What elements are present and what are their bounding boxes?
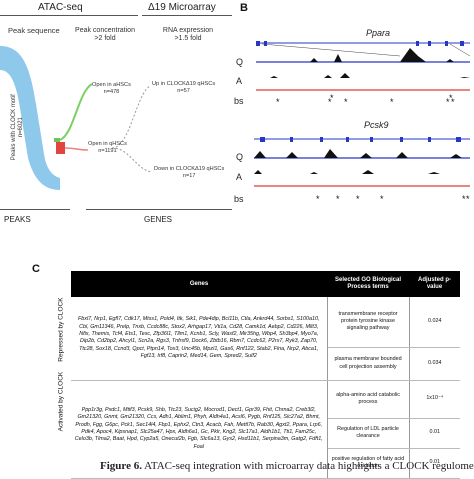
header-genes: Genes — [71, 271, 327, 297]
open-qhsc-branch — [64, 147, 89, 151]
ppara-track-bs-label: bs — [234, 96, 244, 106]
ppara-track-a-label: A — [236, 76, 243, 86]
p-value: 1x10⁻⁴ — [409, 380, 460, 419]
ahsc-node — [54, 138, 60, 142]
pcsk9-track-bs-label: bs — [234, 194, 244, 204]
peaks-footer-rule — [0, 209, 70, 210]
genes-footer-rule — [86, 209, 232, 210]
figure-caption: Figure 6. ATAC-seq integration with micr… — [100, 460, 474, 472]
figure-caption-text: ATAC-seq integration with microarray dat… — [144, 460, 474, 472]
table-row: Fbxl7, Nrp1, Egfl7, Cdk17, Mtss1, Pold4,… — [71, 297, 460, 381]
pcsk9-track-a-label: A — [236, 172, 243, 182]
header-go-terms: Selected GO Biological Process terms — [327, 271, 409, 297]
atac-header-rule — [0, 15, 138, 16]
repressed-group-label: Repressed by CLOCK — [57, 297, 65, 362]
microarray-header-rule — [142, 15, 232, 16]
repressed-gene-list: Fbxl7, Nrp1, Egfl7, Cdk17, Mtss1, Pold4,… — [71, 297, 328, 381]
ppara-track: * ** * * *** — [256, 41, 471, 107]
figure-number: Figure 6. — [100, 460, 142, 472]
ppara-bs-marks: * ** * * *** — [276, 93, 455, 107]
go-table: Genes Selected GO Biological Process ter… — [71, 271, 460, 479]
flow-diagram — [0, 46, 153, 190]
ppara-q-signal — [310, 48, 454, 62]
ppara-gene-name: Ppara — [366, 28, 391, 38]
go-table-header: Genes Selected GO Biological Process ter… — [71, 271, 460, 297]
p-value: 0.01 — [409, 418, 460, 449]
up-flow-dashed — [111, 85, 151, 149]
up-clock-label: Up in CLOCKΔ19 qHSCs n=57 — [152, 81, 216, 94]
open-ahsc-label: Open in aHSCs n=478 — [92, 82, 131, 95]
down-flow-dashed — [111, 147, 153, 173]
p-value: 0.024 — [409, 297, 460, 348]
pcsk9-gene-name: Pcsk9 — [364, 120, 389, 130]
rna-expression-col: RNA expression >1.5 fold — [162, 27, 214, 43]
table-row: Ppp1r3g, Pxdc1, Mtif3, Pcsk9, Shb, Ttc23… — [71, 380, 460, 479]
go-term: transmembrane receptor protein tyrosine … — [327, 297, 410, 348]
ppara-a-signal — [256, 73, 470, 78]
pcsk9-track-q-label: Q — [236, 152, 244, 162]
microarray-header: Δ19 Microarray — [148, 2, 216, 13]
atac-seq-header: ATAC-seq — [38, 2, 83, 13]
p-value: 0.01 — [409, 448, 460, 479]
ppara-track-q-label: Q — [236, 57, 244, 67]
pcsk9-a-signal — [254, 170, 440, 174]
peaks-count-label: Peaks with CLOCK motif n=6021 — [10, 94, 24, 161]
genes-footer: GENES — [144, 215, 173, 224]
qhsc-node — [56, 142, 65, 154]
activated-group-label: Activated by CLOCK — [57, 371, 65, 432]
table-row: positive regulation of fatty acid oxidat… — [71, 448, 460, 479]
down-clock-label: Down in CLOCKΔ19 qHSCs n=17 — [154, 166, 225, 179]
activated-gene-list: Ppp1r3g, Pxdc1, Mtif3, Pcsk9, Shb, Ttc23… — [71, 380, 328, 479]
peaks-flow-band — [0, 46, 60, 190]
open-qhsc-label: Open in qHSCs n=1191 — [88, 141, 127, 154]
peak-sequence-col: Peak sequence — [8, 26, 60, 35]
p-value: 0.034 — [409, 347, 460, 381]
peaks-footer: PEAKS — [4, 215, 31, 224]
go-term: Regulation of LDL particle clearance — [327, 418, 410, 449]
peak-concentration-col: Peak concentration >2 fold — [75, 27, 135, 43]
pcsk9-q-signal — [254, 149, 462, 158]
go-term: alpha-amino acid catabolic process — [327, 380, 410, 419]
open-ahsc-branch — [59, 83, 93, 141]
table-row: Regulation of LDL particle clearance 0.0… — [71, 418, 460, 449]
go-term: plasma membrane bounded cell projection … — [327, 347, 410, 381]
panel-c-label: C — [32, 263, 40, 275]
panel-b-label: B — [240, 2, 248, 14]
pcsk9-track: * * * * ** — [254, 137, 470, 204]
pcsk9-bs-marks: * * * * ** — [316, 194, 470, 204]
header-pvalue: Adjusted p-value — [409, 271, 460, 297]
table-row: plasma membrane bounded cell projection … — [71, 347, 460, 381]
